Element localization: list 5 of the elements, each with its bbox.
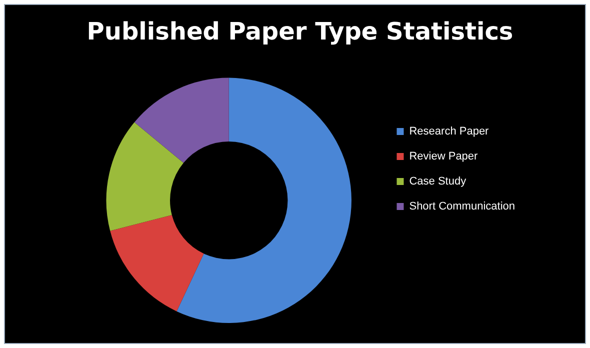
legend-label: Review Paper <box>409 150 478 163</box>
chart-title: Published Paper Type Statistics <box>86 18 514 46</box>
legend-label: Case Study <box>409 176 467 188</box>
legend-label: Short Communication <box>409 200 516 213</box>
legend-label: Research Paper <box>409 126 490 138</box>
